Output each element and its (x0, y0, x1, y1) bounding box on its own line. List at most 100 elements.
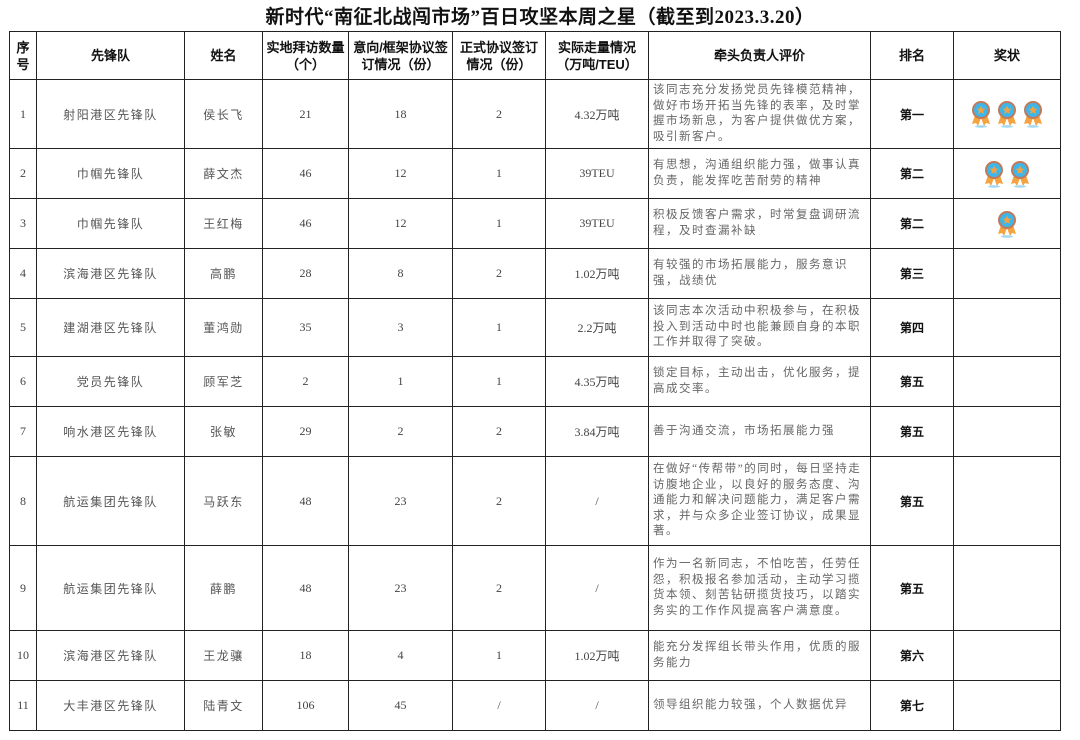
cell-volume: 1.02万吨 (545, 248, 649, 299)
cell-team: 航运集团先锋队 (36, 545, 185, 631)
table-row: 2 巾帼先锋队 薛文杰 46 12 1 39TEU 有思想，沟通组织能力强，做事认真负责，能发… (9, 148, 1061, 199)
cell-visits: 106 (262, 680, 349, 731)
header-name: 姓名 (184, 31, 263, 80)
cell-team: 巾帼先锋队 (36, 198, 185, 249)
cell-award (953, 198, 1061, 249)
cell-intent: 18 (348, 79, 453, 149)
cell-award (953, 680, 1061, 731)
cell-visits: 18 (262, 630, 349, 681)
cell-no: 7 (9, 406, 37, 457)
cell-name: 陆青文 (184, 680, 263, 731)
cell-formal: 2 (452, 545, 546, 631)
cell-team: 大丰港区先锋队 (36, 680, 185, 731)
cell-volume: 3.84万吨 (545, 406, 649, 457)
cell-no: 3 (9, 198, 37, 249)
cell-name: 马跃东 (184, 456, 263, 546)
cell-visits: 2 (262, 356, 349, 407)
cell-award (953, 248, 1061, 299)
cell-visits: 29 (262, 406, 349, 457)
cell-no: 1 (9, 79, 37, 149)
cell-team: 党员先锋队 (36, 356, 185, 407)
header-rank: 排名 (870, 31, 954, 80)
cell-evaluation: 能充分发挥组长带头作用，优质的服务能力 (648, 630, 871, 681)
cell-no: 6 (9, 356, 37, 407)
table-row: 10 滨海港区先锋队 王龙骧 18 4 1 1.02万吨 能充分发挥组长带头作用，优质的服务能… (9, 630, 1061, 681)
table-row: 9 航运集团先锋队 薛鹏 48 23 2/作为一名新同志，不怕吃苦，任劳任怨，积极报名参加… (9, 545, 1061, 631)
cell-rank: 第五 (870, 356, 954, 407)
cell-team: 响水港区先锋队 (36, 406, 185, 457)
table-row: 11 大丰港区先锋队 陆青文 106 45// 领导组织能力较强，个人数据优异 第七 (9, 680, 1061, 731)
cell-team: 巾帼先锋队 (36, 148, 185, 199)
cell-team: 建湖港区先锋队 (36, 298, 185, 357)
cell-formal: 1 (452, 630, 546, 681)
cell-name: 王龙骧 (184, 630, 263, 681)
cell-rank: 第五 (870, 456, 954, 546)
header-evaluation: 牵头负责人评价 (648, 31, 871, 80)
cell-volume: 39TEU (545, 198, 649, 249)
cell-evaluation: 有较强的市场拓展能力，服务意识强，战绩优 (648, 248, 871, 299)
cell-team: 滨海港区先锋队 (36, 248, 185, 299)
header-formal: 正式协议签订情况（份） (452, 31, 546, 80)
cell-visits: 28 (262, 248, 349, 299)
table-row: 1 射阳港区先锋队 侯长飞 21 18 2 4.32万吨 该同志充分发扬党员先锋模范精神，做好… (9, 79, 1061, 149)
header-no: 序号 (9, 31, 37, 80)
cell-name: 王红梅 (184, 198, 263, 249)
cell-award (953, 406, 1061, 457)
cell-formal: 1 (452, 198, 546, 249)
cell-volume: 2.2万吨 (545, 298, 649, 357)
cell-intent: 8 (348, 248, 453, 299)
medal-icon (1011, 160, 1029, 188)
cell-award (953, 148, 1061, 199)
cell-rank: 第二 (870, 198, 954, 249)
header-volume: 实际走量情况（万吨/TEU） (545, 31, 649, 80)
cell-volume: 39TEU (545, 148, 649, 199)
cell-no: 11 (9, 680, 37, 731)
medal-icon (1024, 101, 1042, 128)
cell-award (953, 356, 1061, 407)
cell-no: 2 (9, 148, 37, 199)
medal-icon (985, 160, 1003, 188)
cell-no: 5 (9, 298, 37, 357)
cell-visits: 21 (262, 79, 349, 149)
cell-no: 10 (9, 630, 37, 681)
cell-visits: 46 (262, 148, 349, 199)
cell-intent: 23 (348, 456, 453, 546)
cell-rank: 第六 (870, 630, 954, 681)
cell-evaluation: 作为一名新同志，不怕吃苦，任劳任怨，积极报名参加活动，主动学习揽货本领、刻苦钻研… (648, 545, 871, 631)
cell-volume: / (545, 545, 649, 631)
header-team: 先锋队 (36, 31, 185, 80)
cell-visits: 46 (262, 198, 349, 249)
medal-icon (998, 101, 1016, 128)
cell-volume: 4.35万吨 (545, 356, 649, 407)
table-row: 4 滨海港区先锋队 高鹏 28 8 2 1.02万吨 有较强的市场拓展能力，服务意识强，战绩优… (9, 248, 1061, 299)
cell-name: 薛鹏 (184, 545, 263, 631)
cell-rank: 第五 (870, 406, 954, 457)
medal-icon (998, 210, 1016, 238)
cell-rank: 第三 (870, 248, 954, 299)
cell-volume: / (545, 456, 649, 546)
table-row: 8 航运集团先锋队 马跃东 48 23 2/在做好“传帮带”的同时，每日坚持走访腹地企业，… (9, 456, 1061, 546)
cell-evaluation: 在做好“传帮带”的同时，每日坚持走访腹地企业，以良好的服务态度、沟通能力和解决问… (648, 456, 871, 546)
cell-name: 侯长飞 (184, 79, 263, 149)
cell-rank: 第四 (870, 298, 954, 357)
cell-no: 8 (9, 456, 37, 546)
cell-intent: 4 (348, 630, 453, 681)
cell-intent: 23 (348, 545, 453, 631)
cell-evaluation: 有思想，沟通组织能力强，做事认真负责，能发挥吃苦耐劳的精神 (648, 148, 871, 199)
cell-award (953, 630, 1061, 681)
page-title: 新时代“南征北战闯市场”百日攻坚本周之星（截至到2023.3.20） (265, 7, 815, 28)
cell-intent: 12 (348, 198, 453, 249)
cell-award (953, 298, 1061, 357)
cell-visits: 35 (262, 298, 349, 357)
cell-intent: 2 (348, 406, 453, 457)
cell-award (953, 79, 1061, 149)
header-row: 序号 先锋队 姓名 实地拜访数量（个） 意向/框架协议签订情况（份） 正式协议签… (9, 31, 1061, 80)
cell-intent: 12 (348, 148, 453, 199)
cell-formal: 1 (452, 148, 546, 199)
cell-rank: 第一 (870, 79, 954, 149)
table-row: 6 党员先锋队 顾军芝 2 1 1 4.35万吨 锁定目标，主动出击，优化服务，提高成交率。第… (9, 356, 1061, 407)
cell-name: 薛文杰 (184, 148, 263, 199)
table-row: 7 响水港区先锋队 张敏 29 2 2 3.84万吨 善于沟通交流，市场拓展能力强 第五 (9, 406, 1061, 457)
cell-formal: 2 (452, 456, 546, 546)
table-row: 5 建湖港区先锋队 董鸿勋 35 3 1 2.2万吨 该同志本次活动中积极参与，在积极投入到活… (9, 298, 1061, 357)
